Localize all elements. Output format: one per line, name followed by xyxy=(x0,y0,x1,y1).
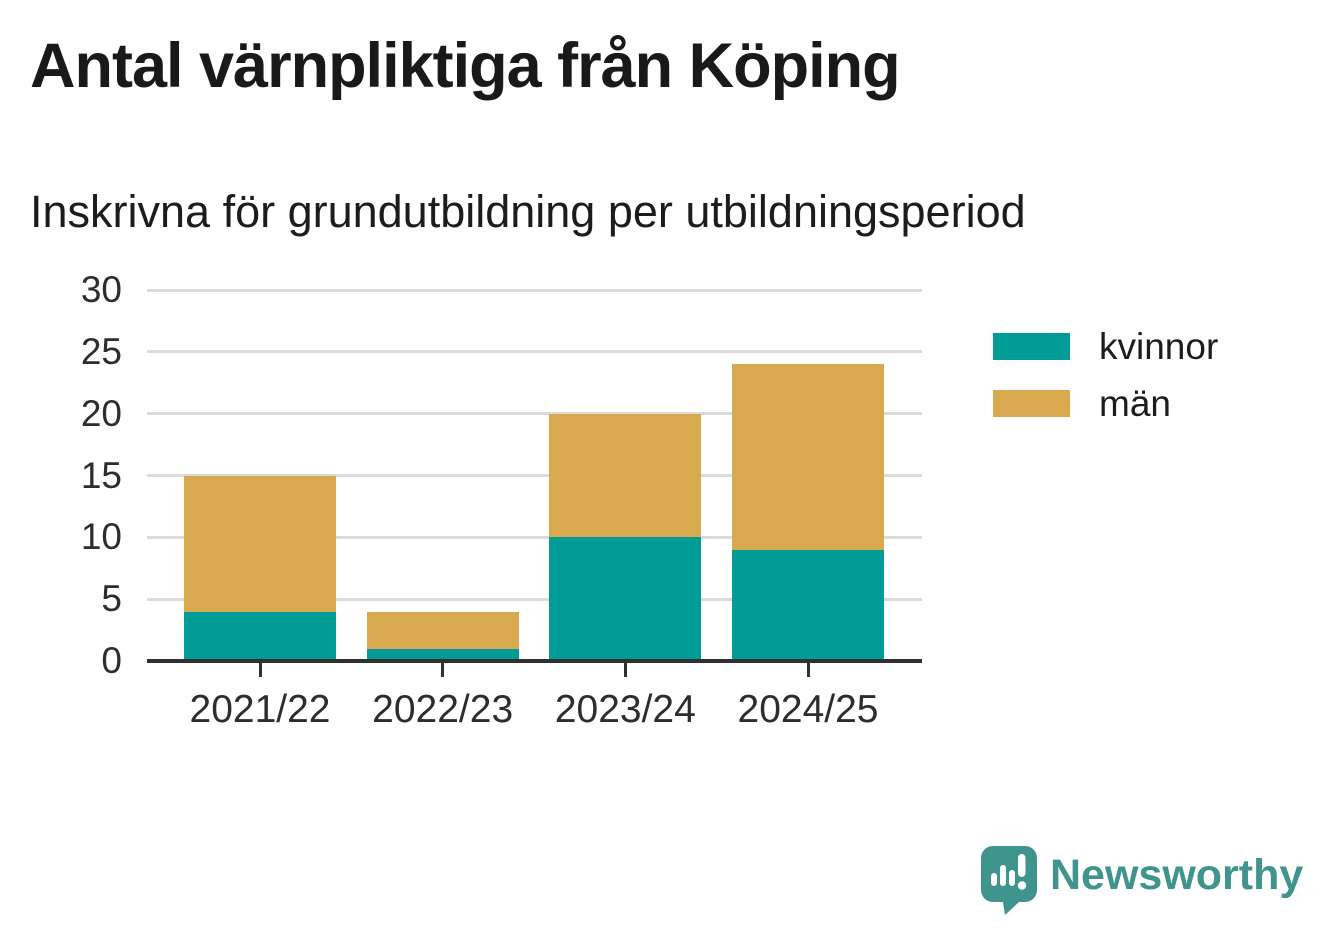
x-tick-label-2022/23: 2022/23 xyxy=(372,688,514,731)
x-tick-label-2024/25: 2024/25 xyxy=(737,688,879,731)
bar-2021/22-kvinnor xyxy=(184,611,336,661)
bar-2022/23-män xyxy=(366,611,519,649)
y-tick-label-0: 0 xyxy=(101,640,122,681)
gridline-20 xyxy=(147,412,922,416)
bar-2023/24-kvinnor xyxy=(549,537,702,661)
x-tick-label-2021/22: 2021/22 xyxy=(189,688,331,731)
legend-label-kvinnor: kvinnor xyxy=(1099,325,1219,367)
legend-item-man: män xyxy=(993,383,1218,424)
legend-label-man: män xyxy=(1099,382,1171,424)
legend-swatch-man xyxy=(993,390,1070,417)
legend: kvinnor män xyxy=(993,326,1218,424)
gridline-5 xyxy=(147,597,922,601)
x-tick-2021/22 xyxy=(258,663,262,677)
y-tick-label-25: 25 xyxy=(80,330,122,372)
legend-item-kvinnor: kvinnor xyxy=(993,326,1218,367)
gridline-10 xyxy=(147,535,922,539)
x-axis-line xyxy=(147,659,922,663)
gridline-30 xyxy=(147,288,922,292)
y-tick-label-10: 10 xyxy=(80,516,122,558)
bar-chart-speech-bubble-icon xyxy=(981,846,1037,915)
bar-2021/22-män xyxy=(184,475,336,612)
bar-2023/24-män xyxy=(549,413,702,538)
y-tick-label-5: 5 xyxy=(101,578,122,620)
gridline-15 xyxy=(147,474,922,477)
bar-2022/23-kvinnor xyxy=(366,648,519,661)
chart-title: Antal värnpliktiga från Köping xyxy=(30,31,901,101)
legend-swatch-kvinnor xyxy=(993,333,1070,360)
chart-subtitle: Inskrivna för grundutbildning per utbild… xyxy=(30,186,1026,237)
bar-2024/25-kvinnor xyxy=(732,549,884,661)
x-tick-2022/23 xyxy=(441,663,445,677)
y-tick-label-30: 30 xyxy=(80,269,122,310)
gridline-25 xyxy=(147,350,922,354)
bar-2024/25-män xyxy=(732,364,884,550)
y-tick-label-20: 20 xyxy=(80,392,122,434)
y-tick-label-15: 15 xyxy=(80,454,122,496)
x-tick-2023/24 xyxy=(623,663,627,677)
newsworthy-logo: Newsworthy xyxy=(980,845,1303,915)
x-tick-label-2023/24: 2023/24 xyxy=(554,688,696,731)
x-tick-2024/25 xyxy=(806,663,810,677)
newsworthy-logo-text: Newsworthy xyxy=(1050,851,1304,899)
